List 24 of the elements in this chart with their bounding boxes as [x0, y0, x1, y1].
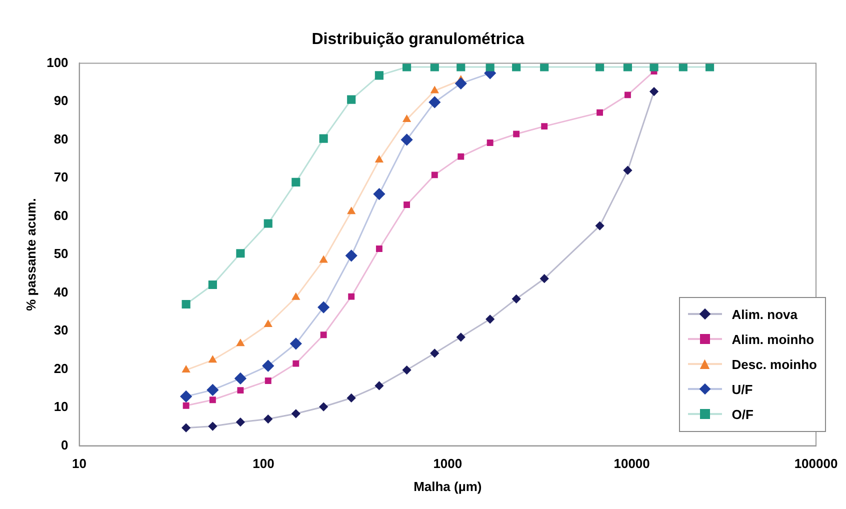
y-tick-label: 30 [54, 322, 68, 338]
x-axis-title: Malha (µm) [414, 478, 482, 494]
y-tick-label: 20 [54, 360, 68, 376]
y-tick-label: 80 [54, 131, 68, 146]
chart-title: Distribuição granulométrica [312, 31, 524, 48]
legend-label: Alim. nova [732, 306, 798, 322]
x-tick-label: 1000 [433, 456, 462, 472]
y-tick-label: 90 [54, 93, 68, 108]
y-tick-label: 0 [61, 437, 68, 452]
x-tick-label: 10000 [614, 456, 650, 472]
legend-label: O/F [732, 406, 754, 422]
x-tick-label: 100 [252, 456, 274, 472]
legend-label: Alim. moinho [732, 332, 814, 347]
legend-label: U/F [732, 382, 753, 397]
y-tick-label: 10 [54, 399, 68, 414]
y-tick-label: 40 [54, 284, 68, 300]
legend-label: Desc. moinho [732, 356, 817, 372]
x-tick-label: 10 [72, 456, 87, 472]
y-tick-label: 60 [54, 208, 68, 223]
y-tick-label: 50 [54, 246, 68, 262]
x-tick-label: 100000 [794, 456, 838, 472]
y-tick-label: 100 [46, 54, 68, 70]
y-tick-label: 70 [54, 170, 68, 185]
y-axis-title: % passante acum. [23, 198, 38, 311]
